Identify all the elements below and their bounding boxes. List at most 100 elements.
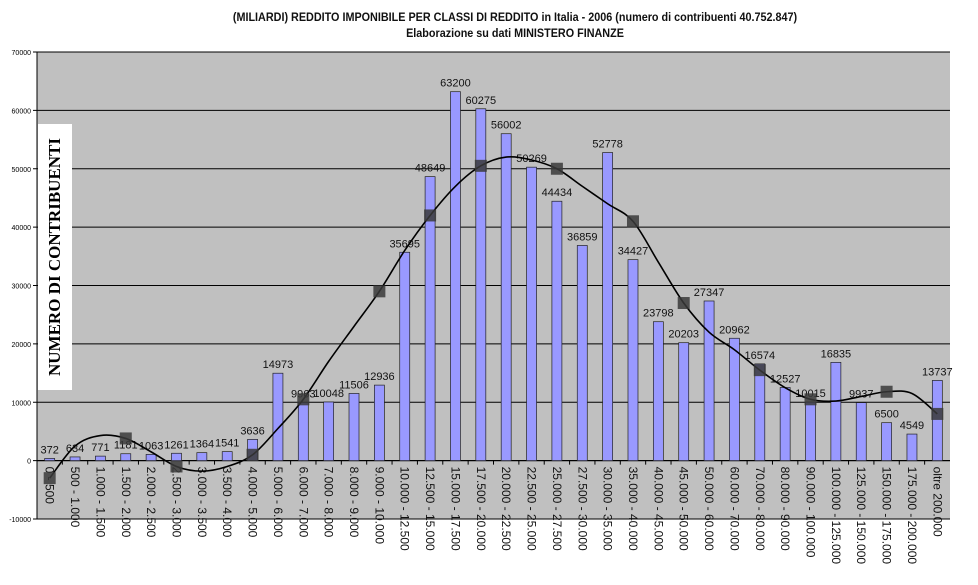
data-label: 16574	[744, 350, 775, 362]
bar	[475, 108, 487, 461]
bar	[221, 451, 233, 461]
bar	[602, 152, 613, 461]
data-label: 1364	[190, 439, 214, 451]
bar	[678, 342, 690, 461]
bar	[754, 363, 766, 461]
data-label: 48649	[415, 163, 446, 175]
bar	[855, 402, 867, 461]
y-tick-label: 30000	[12, 284, 32, 291]
x-tick-label: 5.000 - 6.000	[271, 467, 285, 538]
data-label: 35695	[389, 238, 420, 250]
data-label: 1541	[215, 438, 239, 450]
data-label: 34427	[618, 246, 649, 258]
x-tick-label: 4.000 - 5.000	[246, 467, 260, 538]
x-tick-label: 3.500 - 4.000	[220, 467, 234, 538]
data-label: 4549	[900, 420, 924, 432]
x-tick-label: 100.000 - 125.000	[829, 467, 843, 565]
bar	[805, 401, 816, 461]
bar	[881, 422, 892, 461]
x-tick-label: 1.000 - 1.500	[93, 467, 107, 538]
bar	[526, 166, 537, 461]
y-tick-label: 0	[27, 459, 31, 466]
data-label: 12936	[364, 371, 395, 383]
y-tick-label: 60000	[12, 108, 32, 115]
x-tick-label: 12.500 - 15.000	[423, 467, 437, 551]
x-tick-label: 2.500 - 3.000	[169, 467, 183, 538]
trendline-marker	[373, 285, 386, 298]
x-tick-label: 3.000 - 3.500	[195, 467, 209, 538]
x-tick-label: 17.500 - 20.000	[474, 467, 488, 551]
trendline-marker	[424, 209, 437, 222]
x-tick-label: 60.000 - 70.000	[727, 467, 741, 551]
x-tick-label: 150.000 - 175.000	[880, 467, 894, 565]
bar	[500, 133, 512, 461]
bar	[120, 453, 132, 461]
x-tick-label: 9.000 - 10.000	[372, 467, 386, 545]
y-axis-label-box: NUMERO DI CONTRIBUENTI	[38, 124, 72, 390]
trendline-marker	[677, 297, 690, 310]
trendline-marker	[297, 393, 310, 406]
trendline-marker	[119, 432, 132, 445]
bar	[703, 300, 715, 461]
trendline-marker	[474, 159, 487, 172]
data-label: 23798	[643, 308, 674, 320]
x-tick-label: 22.500 - 25.000	[525, 467, 539, 551]
data-label: 63200	[440, 78, 471, 90]
x-tick-label: 30.000 - 35.000	[601, 467, 615, 551]
data-label: 36859	[567, 231, 598, 243]
y-tick-label: -10000	[9, 517, 31, 524]
data-label: 20962	[719, 324, 750, 336]
trendline-marker	[550, 162, 563, 175]
x-tick-label: 70.000 - 80.000	[753, 467, 767, 551]
trendline-marker	[246, 448, 259, 461]
data-label: 1063	[139, 440, 163, 452]
x-tick-label: 6.000 - 7.000	[296, 467, 310, 538]
y-tick-label: 70000	[12, 50, 32, 57]
x-tick-label: 7.000 - 8.000	[322, 467, 336, 538]
bar	[323, 401, 335, 461]
chart-title: (MILIARDI) REDDITO IMPONIBILE PER CLASSI…	[232, 10, 798, 24]
x-tick-label: 125.000 - 150.000	[854, 467, 868, 565]
y-tick-label: 50000	[12, 167, 32, 174]
data-label: 3636	[240, 425, 264, 437]
bar	[729, 337, 740, 461]
y-tick-label: 20000	[12, 342, 32, 349]
bar	[145, 454, 157, 461]
bar	[171, 452, 182, 461]
bar	[272, 372, 284, 461]
bar	[652, 321, 664, 461]
trendline-marker	[170, 460, 183, 473]
data-label: 771	[91, 442, 109, 454]
x-tick-label: 1.500 - 2.000	[119, 467, 133, 538]
trendline-marker	[43, 472, 56, 485]
bar	[374, 384, 385, 461]
data-label: 13737	[922, 366, 953, 378]
trendline-marker	[804, 393, 817, 406]
data-label: 60275	[466, 95, 497, 107]
x-tick-label: 2.000 - 2.500	[144, 467, 158, 538]
bar	[931, 380, 943, 461]
trendline	[49, 156, 938, 479]
bar	[576, 245, 588, 461]
data-label: 44434	[542, 187, 573, 199]
data-label: 11506	[339, 379, 369, 391]
bar	[297, 402, 309, 461]
chart-subtitle: Elaborazione su dati MINISTERO FINANZE	[406, 26, 624, 40]
x-tick-label: 27.500 - 30.000	[575, 467, 589, 551]
x-tick-label: 35.000 - 40.000	[626, 467, 640, 551]
bar	[95, 455, 106, 461]
x-tick-label: 40.000 - 45.000	[651, 467, 665, 551]
bar	[551, 200, 563, 461]
bar	[906, 433, 918, 461]
y-axis-label: NUMERO DI CONTRIBUENTI	[45, 137, 64, 377]
bar	[196, 452, 208, 461]
bar	[779, 387, 791, 461]
bar	[424, 176, 436, 461]
bar	[450, 91, 461, 461]
data-label: 634	[66, 443, 84, 455]
y-tick-label: 10000	[12, 400, 32, 407]
bar	[627, 259, 639, 461]
data-label: 56002	[491, 120, 522, 132]
